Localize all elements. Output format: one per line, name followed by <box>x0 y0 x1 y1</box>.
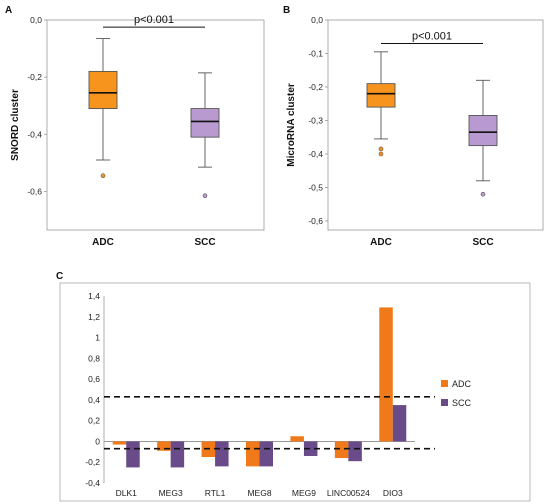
bar-rtl1-scc <box>215 441 229 467</box>
b-scc-box <box>468 115 498 147</box>
legend-swatch-adc <box>441 380 448 387</box>
panel-b-boxes <box>366 51 498 197</box>
a-ytick-label: -0,2 <box>27 72 42 82</box>
panel-c-ytick-label: 1 <box>95 333 100 343</box>
a-scc-box <box>190 108 220 138</box>
legend-swatch-scc <box>441 399 448 406</box>
panel-c-xtick-label: MEG8 <box>247 488 271 498</box>
a-ytick-label: -0,4 <box>27 129 42 139</box>
panel-c-ytick-label: 0,8 <box>88 353 100 363</box>
bar-meg3-scc <box>170 441 185 468</box>
panel-b-p-value: p<0.001 <box>412 30 452 42</box>
b-adc-box <box>366 83 396 108</box>
b-ytick-label: -0,1 <box>308 49 323 59</box>
panel-a-category-adc: ADC <box>92 237 114 248</box>
a-ytick-label: -0,6 <box>27 186 42 196</box>
panel-a-ylabel: SNORD cluster <box>10 89 21 161</box>
panel-a-y-ticks: 0,0 -0,2 -0,4 -0,6 <box>27 15 47 196</box>
panel-b-category-adc: ADC <box>370 237 392 248</box>
b-adc-outlier <box>378 146 384 152</box>
bar-linc00524-scc <box>348 441 362 462</box>
panel-c-ytick-label: 0,2 <box>88 416 100 426</box>
bar-meg9-scc <box>303 441 318 456</box>
bar-meg3-adc <box>157 441 171 451</box>
a-ytick-label: 0,0 <box>30 15 42 25</box>
bar-meg8-scc <box>259 441 273 467</box>
b-ytick-label: -0,4 <box>308 149 323 159</box>
panel-b-plot-frame <box>327 19 544 231</box>
a-scc-outlier <box>202 193 208 199</box>
bar-meg9-adc <box>290 436 304 442</box>
bar-linc00524-adc <box>334 441 349 459</box>
panel-b-y-ticks: 0,0 -0,1 -0,2 -0,3 -0,4 -0,5 -0,6 <box>308 15 328 226</box>
panel-c: C 1,4 1,2 1 0,8 0,6 0,4 0,2 0 -0,2 -0,4 DLK1 MEG3 R… <box>56 271 531 502</box>
panel-a-label: A <box>5 5 12 16</box>
b-adc-outlier <box>378 151 384 157</box>
panel-c-reference-lines <box>104 395 435 450</box>
b-ytick-label: -0,2 <box>308 82 323 92</box>
panel-a-plot-frame <box>46 19 265 231</box>
b-ytick-label: -0,6 <box>308 216 323 226</box>
bar-dio3-adc <box>379 307 393 442</box>
panel-c-ytick-label: 1,4 <box>88 291 100 301</box>
panel-c-ytick-label: 0,6 <box>88 374 100 384</box>
panel-c-ytick-label: 0 <box>95 436 100 446</box>
panel-c-ytick-label: -0,2 <box>85 457 100 467</box>
b-ytick-label: 0,0 <box>311 15 323 25</box>
bar-meg8-adc <box>246 441 260 467</box>
panel-c-ytick-label: 0,4 <box>88 395 100 405</box>
legend-label-scc: SCC <box>452 398 472 408</box>
panel-a-category-scc: SCC <box>194 237 215 248</box>
bar-dlk1-scc <box>126 441 140 468</box>
panel-a: A SNORD cluster 0,0-0,2-0,4-0,6 p<0.001 … <box>5 5 265 248</box>
panel-c-x-labels: DLK1 MEG3 RTL1 MEG8 MEG9 LINC00524 DIO3 <box>116 488 403 498</box>
panel-c-y-ticks: 1,4 1,2 1 0,8 0,6 0,4 0,2 0 -0,2 -0,4 <box>85 291 105 488</box>
panel-c-chart-frame <box>59 282 531 502</box>
panel-c-xtick-label: DIO3 <box>383 488 403 498</box>
panel-b-label: B <box>283 5 290 16</box>
panel-c-xtick-label: DLK1 <box>116 488 138 498</box>
panel-c-legend: ADC SCC <box>441 379 472 408</box>
panel-c-xtick-label: MEG9 <box>292 488 316 498</box>
panel-a-boxes <box>88 38 220 199</box>
panel-c-xtick-label: LINC00524 <box>327 488 370 498</box>
panel-c-xtick-label: MEG3 <box>159 488 183 498</box>
panel-c-xtick-label: RTL1 <box>205 488 226 498</box>
b-scc-outlier <box>480 191 486 197</box>
panel-c-ytick-label: -0,4 <box>85 478 100 488</box>
b-ytick-label: -0,3 <box>308 116 323 126</box>
panel-c-label: C <box>56 271 63 282</box>
panel-b-category-scc: SCC <box>472 237 493 248</box>
panel-a-p-value: p<0.001 <box>134 14 174 26</box>
panel-c-ytick-label: 1,2 <box>88 312 100 322</box>
a-adc-outlier <box>100 173 106 179</box>
panel-b: B MicroRNA cluster 0,0 -0,1 -0,2 -0,3 -0,4 -0… <box>283 5 544 248</box>
a-adc-box <box>88 70 118 110</box>
panel-b-ylabel: MicroRNA cluster <box>286 83 297 167</box>
bar-dio3-scc <box>392 405 407 442</box>
b-ytick-label: -0,5 <box>308 183 323 193</box>
bar-dlk1-adc <box>112 441 127 445</box>
panel-c-bars <box>112 307 407 468</box>
legend-label-adc: ADC <box>452 379 472 389</box>
